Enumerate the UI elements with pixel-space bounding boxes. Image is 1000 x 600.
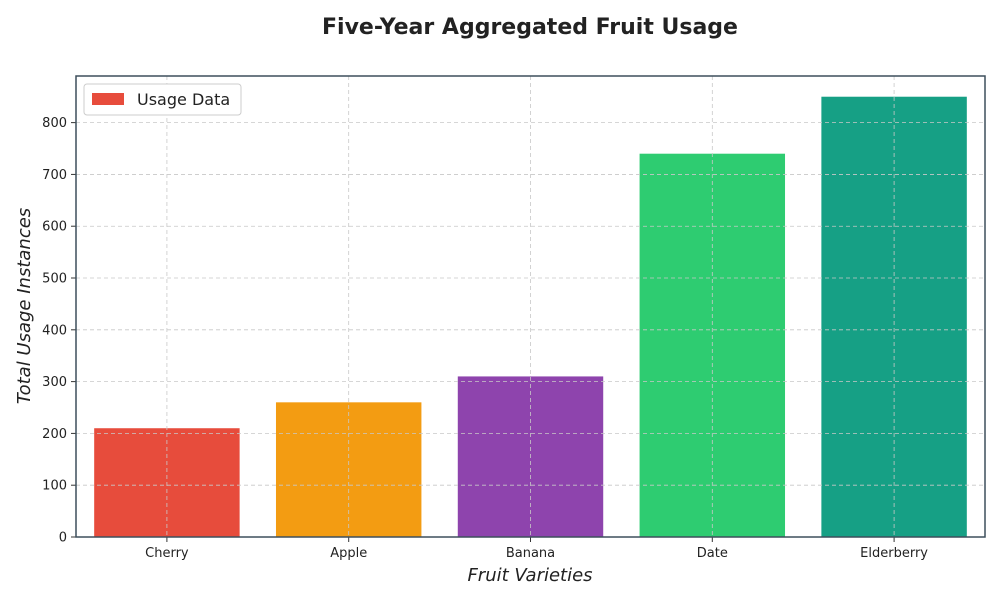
x-tick-label: Banana: [506, 546, 555, 561]
y-tick-label: 100: [42, 479, 67, 494]
y-tick-label: 500: [42, 272, 67, 287]
x-tick-label: Date: [697, 546, 728, 561]
legend: Usage Data: [83, 83, 242, 116]
y-tick-label: 600: [42, 220, 67, 235]
legend-swatch: [92, 93, 124, 105]
y-tick-label: 400: [42, 323, 67, 338]
y-tick-label: 300: [42, 375, 67, 390]
y-tick-label: 0: [59, 531, 67, 546]
x-axis-ticks: Cherry Apple Banana Date Elderberry: [145, 537, 928, 561]
y-axis-label: Total Usage Instances: [14, 208, 35, 404]
x-tick-label: Cherry: [145, 546, 189, 561]
y-axis-ticks: 0 100 200 300 400 500 600 700 800: [42, 116, 76, 546]
x-axis-label: Fruit Varieties: [467, 565, 592, 586]
x-tick-label: Elderberry: [860, 546, 928, 561]
y-tick-label: 800: [42, 116, 67, 131]
y-tick-label: 700: [42, 168, 67, 183]
plot-frame: [75, 75, 986, 538]
x-tick-label: Apple: [330, 546, 367, 561]
chart-title: Five-Year Aggregated Fruit Usage: [322, 15, 738, 40]
legend-label: Usage Data: [137, 90, 230, 109]
legend-box: [83, 83, 242, 116]
y-tick-label: 200: [42, 427, 67, 442]
